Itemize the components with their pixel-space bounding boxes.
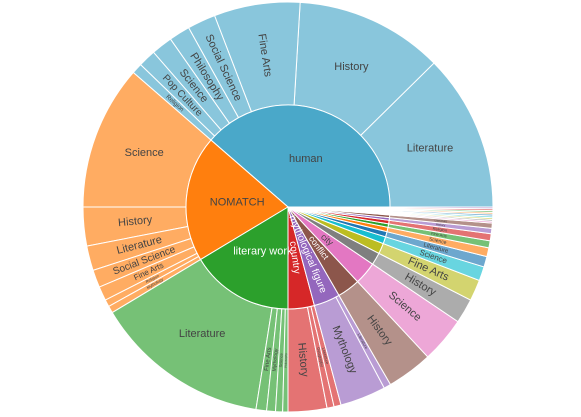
slice-label: Philosophy [284,353,288,368]
slice-label: History [334,61,369,73]
slice-label: literary work [233,245,293,257]
slice-label: Mythology [272,348,280,372]
slice-label: Science [278,352,284,367]
slice-label: Science [125,147,164,159]
inner-wedge [185,139,289,261]
slice-label: human [289,153,323,165]
slice-label: History [118,214,154,229]
slice-label: History [436,222,446,227]
slice-label: Fine Arts [431,231,447,239]
outer-wedge [389,206,494,210]
slice-label: Fine Arts [264,347,273,371]
slice-label: NOMATCH [210,196,265,208]
slice-label: Religion [432,226,447,233]
slice-label: Religion [145,273,160,284]
inner-wedge [210,104,391,208]
inner-wedge [287,206,391,209]
slice-label: Science [428,236,447,246]
slice-label: Geography [316,347,325,367]
slice-label: History [295,342,310,378]
slice-label: Literature [179,328,225,340]
slice-label: Literature [434,218,447,223]
slice-label: Literature [321,347,330,365]
slice-label: country [287,241,302,275]
slice-label: Literature [407,143,453,155]
inner-wedge [199,206,289,310]
